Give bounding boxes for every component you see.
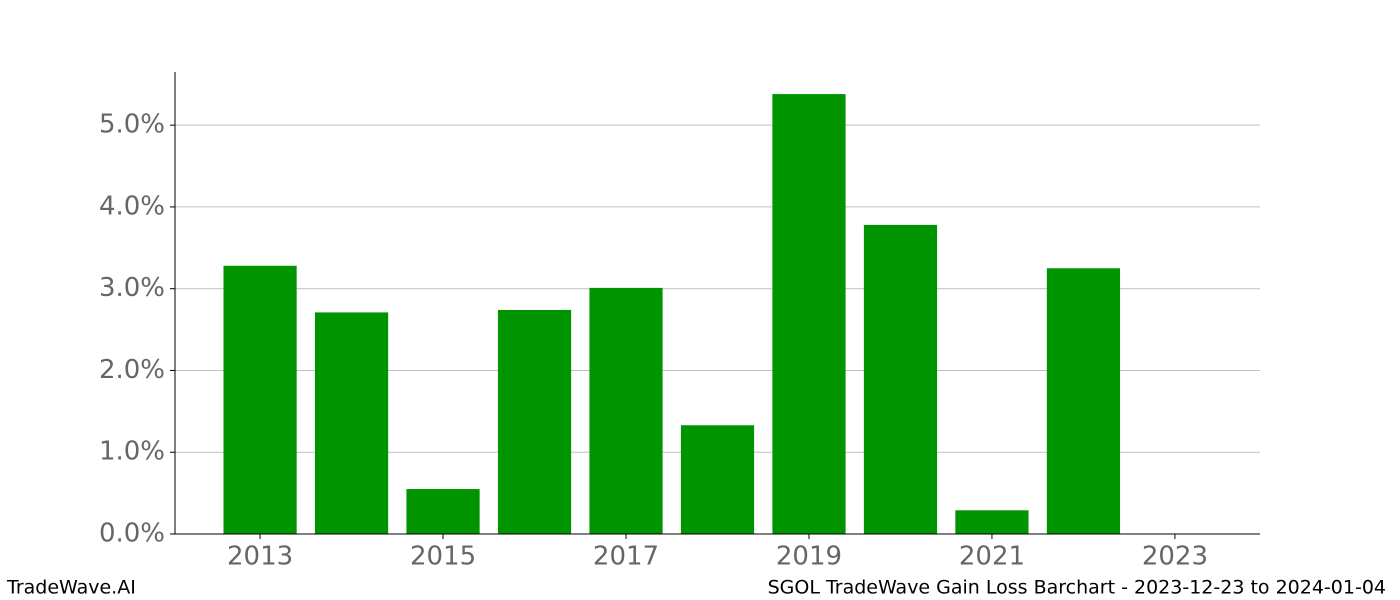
bar [680, 425, 755, 534]
bar [1046, 268, 1121, 534]
x-tick-label: 2013 [227, 542, 293, 572]
y-tick-label: 0.0% [99, 519, 165, 549]
x-tick-label: 2023 [1142, 542, 1208, 572]
y-tick-label: 5.0% [99, 110, 165, 140]
y-tick-label: 1.0% [99, 437, 165, 467]
x-tick-label: 2021 [959, 542, 1025, 572]
bar [772, 94, 846, 534]
bar [223, 265, 297, 534]
bar [589, 287, 663, 534]
brand: TradeWave.AI [6, 577, 136, 599]
bar [406, 489, 480, 534]
y-tick-label: 4.0% [99, 191, 165, 221]
x-tick-label: 2015 [410, 542, 476, 572]
y-tick-label: 3.0% [99, 273, 165, 303]
chart-caption: SGOL TradeWave Gain Loss Barchart - 2023… [768, 577, 1386, 599]
x-tick-label: 2017 [593, 542, 659, 572]
bar [314, 312, 389, 534]
bar [955, 510, 1029, 534]
y-tick-label: 2.0% [99, 355, 165, 385]
bar [497, 309, 572, 534]
x-tick-label: 2019 [776, 542, 842, 572]
bar [863, 224, 938, 534]
